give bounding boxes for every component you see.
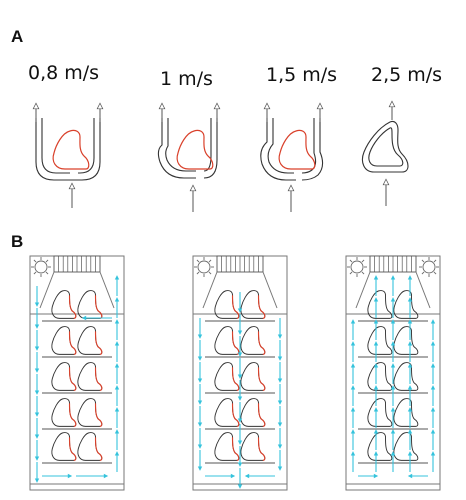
fan-icon xyxy=(34,260,48,274)
panel-label-a: A xyxy=(11,27,24,46)
body-shape xyxy=(393,398,419,427)
speed-label-0: 0,8 m/s xyxy=(28,62,100,84)
rack-1 xyxy=(192,255,288,491)
body-shape xyxy=(393,362,419,391)
body-shape xyxy=(51,290,77,319)
body-outline xyxy=(278,129,316,170)
body-shape xyxy=(393,432,419,461)
body-shape xyxy=(367,326,393,355)
fan-icon xyxy=(197,260,211,274)
panel-a-figures xyxy=(36,104,409,212)
panel-label-b: B xyxy=(11,232,24,251)
body-shape xyxy=(51,326,77,355)
body-shape xyxy=(51,432,77,461)
body-shape xyxy=(240,362,266,391)
body-shape xyxy=(77,326,103,355)
body-shape xyxy=(367,290,393,319)
speed-label-2: 1,5 m/s xyxy=(266,64,338,86)
flow-envelope-0 xyxy=(36,106,100,208)
body-shape xyxy=(77,398,103,427)
body-shape xyxy=(51,398,77,427)
body-shape xyxy=(77,432,103,461)
body-shape xyxy=(367,398,393,427)
body-shape xyxy=(367,432,393,461)
speed-label-1: 1 m/s xyxy=(160,68,213,90)
body-shape xyxy=(214,398,240,427)
body-shape xyxy=(367,362,393,391)
body-shape xyxy=(51,362,77,391)
fan-icon xyxy=(350,260,364,274)
hood xyxy=(39,271,115,309)
hood xyxy=(202,271,278,309)
body-shape xyxy=(240,290,266,319)
body-outline xyxy=(176,129,214,170)
flow-envelope-1 xyxy=(157,106,217,212)
flow-envelope-2 xyxy=(260,106,323,212)
body-shape xyxy=(393,326,419,355)
flow-envelope-3 xyxy=(361,104,409,206)
body-shape xyxy=(214,362,240,391)
rack-frame xyxy=(29,255,125,491)
rack-0 xyxy=(29,255,125,491)
body-shape xyxy=(77,290,103,319)
fan-icon xyxy=(422,260,436,274)
body-shape xyxy=(214,326,240,355)
body-outline xyxy=(52,129,90,170)
rack-2 xyxy=(345,255,441,491)
hood xyxy=(355,271,431,309)
body-shape xyxy=(214,432,240,461)
body-shape xyxy=(240,432,266,461)
body-shape xyxy=(393,290,419,319)
panel-b-racks xyxy=(29,255,441,491)
speed-label-3: 2,5 m/s xyxy=(371,64,443,86)
body-shape xyxy=(77,362,103,391)
body-shape xyxy=(240,326,266,355)
body-shape xyxy=(240,398,266,427)
body-shape xyxy=(214,290,240,319)
